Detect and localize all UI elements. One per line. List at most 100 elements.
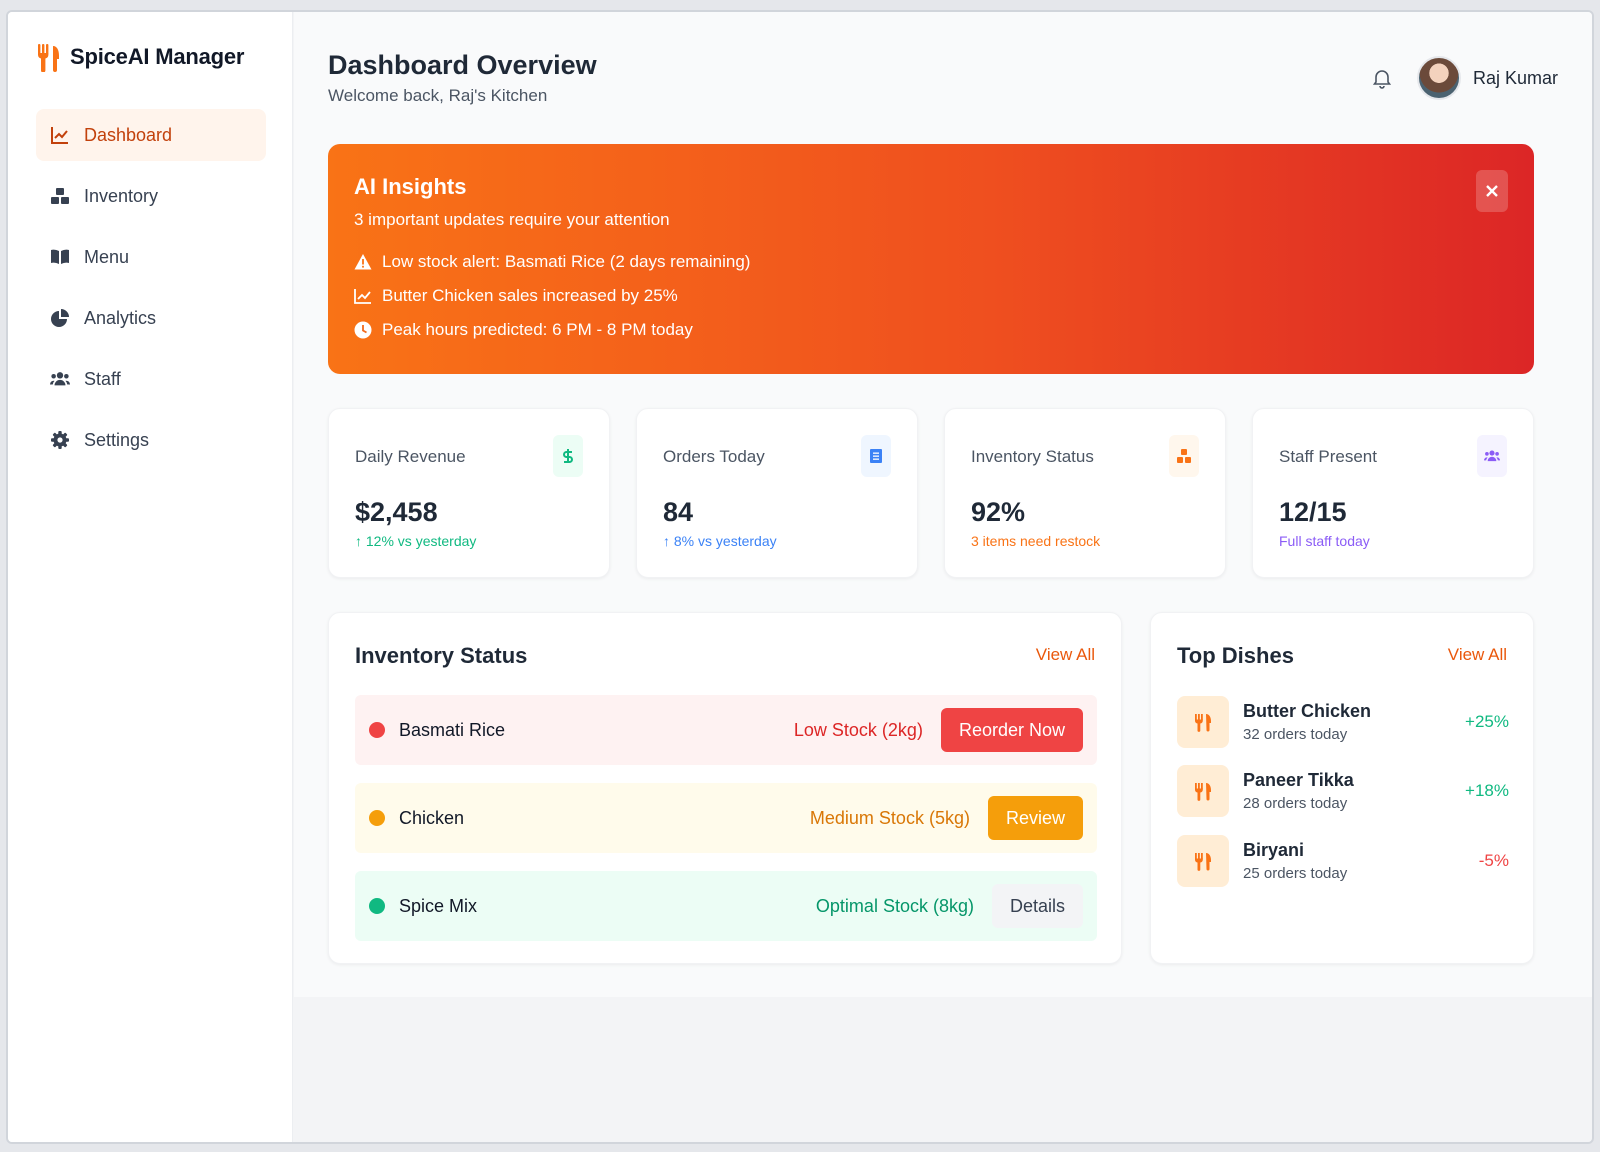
dish-orders: 28 orders today — [1243, 795, 1348, 812]
chart-line-icon — [51, 127, 68, 144]
user-name[interactable]: Raj Kumar — [1472, 67, 1558, 88]
stat-card-orders: Orders Today 84 ↑ 8% vs yesterday — [636, 408, 918, 578]
users-icon — [50, 372, 70, 386]
stat-value: $2,458 — [355, 497, 438, 527]
details-button[interactable]: Details — [991, 884, 1083, 928]
sidebar-nav: Dashboard Inventory Menu Analytics Staff… — [36, 109, 266, 475]
dish-name: Biryani — [1243, 840, 1305, 860]
dish-text: Paneer Tikka 28 orders today — [1243, 770, 1465, 812]
users-icon — [1484, 450, 1500, 462]
ai-insights-banner: AI Insights 3 important updates require … — [328, 144, 1534, 374]
dish-orders: 25 orders today — [1243, 865, 1348, 882]
app-window: SpiceAI Manager Dashboard Inventory Menu… — [6, 10, 1594, 1144]
utensils-icon — [1195, 853, 1211, 871]
inventory-row: Spice Mix Optimal Stock (8kg) Details — [355, 871, 1097, 941]
insight-item: Butter Chicken sales increased by 25% — [354, 286, 1508, 306]
status-dot — [369, 898, 385, 914]
stat-value: 92% — [971, 497, 1026, 527]
dish-item[interactable]: Biryani 25 orders today -5% — [1177, 834, 1509, 888]
insights-subtitle: 3 important updates require your attenti… — [354, 210, 670, 229]
dish-text: Butter Chicken 32 orders today — [1243, 701, 1465, 743]
stock-level: Low Stock (2kg) — [793, 719, 923, 740]
dish-item[interactable]: Paneer Tikka 28 orders today +18% — [1177, 764, 1509, 818]
top-dishes-panel: Top Dishes View All Butter Chicken 32 or… — [1150, 612, 1534, 964]
utensils-icon — [1195, 714, 1211, 732]
clock-icon — [354, 321, 372, 339]
dish-icon-box — [1177, 696, 1229, 748]
stat-note: Full staff today — [1279, 533, 1370, 549]
stat-icon-box — [553, 435, 583, 477]
stat-note: 3 items need restock — [971, 533, 1101, 549]
avatar[interactable] — [1416, 56, 1461, 100]
insights-title: AI Insights — [354, 174, 467, 199]
insight-item: Peak hours predicted: 6 PM - 8 PM today — [354, 320, 1508, 340]
pie-chart-icon — [51, 309, 69, 327]
inventory-item-name: Spice Mix — [399, 895, 478, 916]
close-insights-button[interactable] — [1476, 170, 1508, 212]
main-footer-area — [294, 997, 1592, 1142]
sidebar-item-label: Analytics — [84, 307, 157, 328]
sidebar-item-settings[interactable]: Settings — [36, 414, 266, 466]
sidebar-item-inventory[interactable]: Inventory — [36, 170, 266, 222]
brand[interactable]: SpiceAI Manager — [36, 42, 244, 72]
sidebar-item-staff[interactable]: Staff — [36, 353, 266, 405]
sidebar-item-label: Dashboard — [84, 124, 173, 145]
dish-text: Biryani 25 orders today — [1243, 840, 1479, 882]
sidebar-item-dashboard[interactable]: Dashboard — [36, 109, 266, 161]
sidebar-item-label: Inventory — [84, 185, 159, 206]
sidebar-item-label: Staff — [84, 368, 121, 389]
stat-card-staff: Staff Present 12/15 Full staff today — [1252, 408, 1534, 578]
reorder-now-button[interactable]: Reorder Now — [940, 708, 1083, 752]
dish-name: Paneer Tikka — [1243, 770, 1354, 790]
utensils-icon — [38, 44, 59, 72]
sidebar-item-menu[interactable]: Menu — [36, 231, 266, 283]
stock-level: Medium Stock (5kg) — [809, 807, 970, 828]
chart-line-icon — [354, 289, 371, 304]
panel-title: Inventory Status — [355, 643, 528, 668]
sidebar-item-label: Settings — [84, 429, 150, 450]
sidebar: SpiceAI Manager Dashboard Inventory Menu… — [8, 12, 293, 1142]
inventory-row: Basmati Rice Low Stock (2kg) Reorder Now — [355, 695, 1097, 765]
inventory-item-name: Chicken — [399, 807, 465, 828]
boxes-icon — [51, 188, 69, 204]
inventory-status-panel: Inventory Status View All Basmati Rice L… — [328, 612, 1122, 964]
stat-value: 12/15 — [1279, 497, 1347, 527]
app-name: SpiceAI Manager — [70, 44, 245, 69]
dish-change: -5% — [1478, 851, 1509, 870]
gear-icon — [51, 431, 69, 449]
dollar-icon — [563, 449, 573, 463]
dish-name: Butter Chicken — [1243, 701, 1372, 721]
status-dot — [369, 722, 385, 738]
dish-orders: 32 orders today — [1243, 726, 1348, 743]
bell-icon[interactable] — [1371, 67, 1393, 89]
insight-text: Peak hours predicted: 6 PM - 8 PM today — [382, 320, 693, 339]
page-subtitle: Welcome back, Raj's Kitchen — [328, 86, 548, 105]
stat-icon-box — [861, 435, 891, 477]
user-area: Raj Kumar — [1371, 56, 1558, 100]
boxes-icon — [1177, 449, 1191, 463]
insight-text: Low stock alert: Basmati Rice (2 days re… — [382, 252, 751, 271]
stat-card-inventory: Inventory Status 92% 3 items need restoc… — [944, 408, 1226, 578]
dish-item[interactable]: Butter Chicken 32 orders today +25% — [1177, 695, 1509, 749]
dish-icon-box — [1177, 765, 1229, 817]
warning-icon — [354, 254, 372, 270]
dish-change: +25% — [1465, 712, 1509, 731]
review-button[interactable]: Review — [987, 796, 1083, 840]
panel-title: Top Dishes — [1177, 643, 1294, 668]
view-all-dishes-link[interactable]: View All — [1447, 645, 1507, 664]
stock-level: Optimal Stock (8kg) — [815, 895, 974, 916]
view-all-inventory-link[interactable]: View All — [1035, 645, 1095, 664]
inventory-item-name: Basmati Rice — [399, 719, 506, 740]
stat-card-revenue: Daily Revenue $2,458 ↑ 12% vs yesterday — [328, 408, 610, 578]
stat-icon-box — [1169, 435, 1199, 477]
insight-item: Low stock alert: Basmati Rice (2 days re… — [354, 252, 1508, 272]
stat-note: ↑ 8% vs yesterday — [663, 533, 777, 549]
dish-icon-box — [1177, 835, 1229, 887]
sidebar-item-analytics[interactable]: Analytics — [36, 292, 266, 344]
stat-note: ↑ 12% vs yesterday — [355, 533, 477, 549]
insight-text: Butter Chicken sales increased by 25% — [382, 286, 678, 305]
receipt-icon — [870, 449, 882, 463]
main-content: Dashboard Overview Welcome back, Raj's K… — [294, 12, 1592, 997]
stat-label: Daily Revenue — [355, 447, 466, 466]
inventory-row: Chicken Medium Stock (5kg) Review — [355, 783, 1097, 853]
